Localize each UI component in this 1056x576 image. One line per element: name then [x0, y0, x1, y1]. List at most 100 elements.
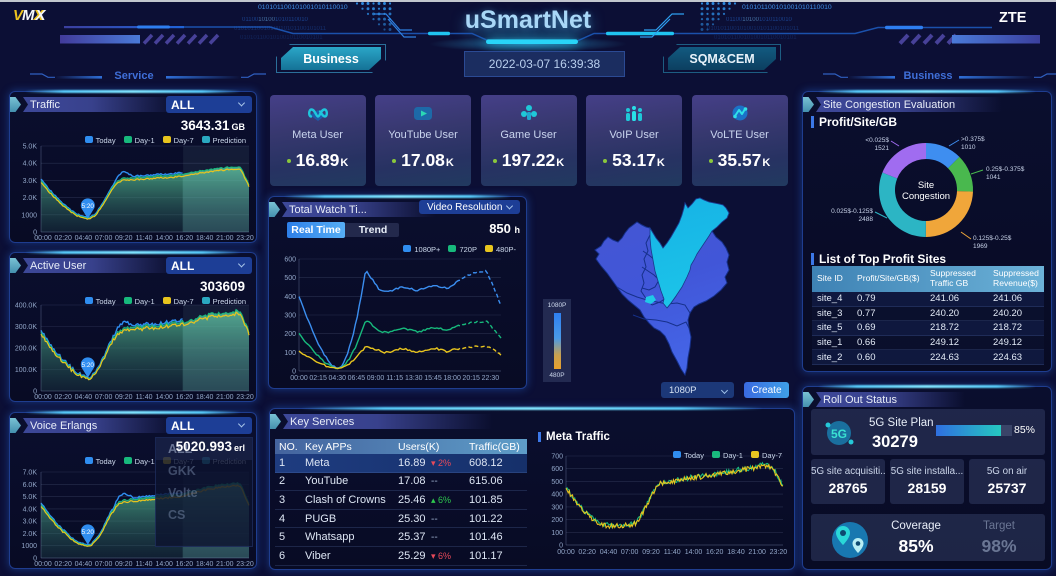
svg-text:200: 200: [284, 331, 296, 338]
svg-text:23:20: 23:20: [770, 549, 788, 556]
svg-text:01100101001010110010: 01100101001010110010: [726, 17, 793, 23]
svg-text:02:20: 02:20: [578, 549, 596, 556]
svg-text:07:00: 07:00: [621, 549, 639, 556]
svg-text:600: 600: [284, 257, 296, 264]
svg-text:010101100101001010110010: 010101100101001010110010: [258, 4, 348, 11]
svg-text:14:00: 14:00: [155, 235, 173, 242]
svg-text:11:40: 11:40: [136, 394, 153, 401]
svg-text:09:20: 09:20: [115, 561, 133, 568]
svg-text:5:20: 5:20: [82, 362, 95, 369]
svg-text:20:15: 20:15: [462, 375, 480, 382]
svg-text:5:20: 5:20: [82, 203, 95, 210]
svg-text:Site: Site: [918, 180, 934, 191]
svg-text:07:00: 07:00: [95, 235, 113, 242]
svg-text:100: 100: [551, 530, 563, 537]
svg-text:2488: 2488: [859, 216, 874, 223]
svg-text:04:40: 04:40: [75, 394, 93, 401]
svg-text:04:40: 04:40: [75, 235, 93, 242]
svg-text:15:45: 15:45: [424, 375, 442, 382]
svg-text:14:00: 14:00: [685, 549, 703, 556]
svg-text:21:00: 21:00: [748, 549, 766, 556]
svg-text:0101011001010010110010101: 0101011001010010110010101: [714, 35, 797, 41]
svg-text:11:40: 11:40: [136, 235, 153, 242]
svg-text:300.0K: 300.0K: [15, 324, 38, 331]
svg-text:5.0K: 5.0K: [23, 144, 38, 151]
svg-text:1041: 1041: [986, 174, 1001, 181]
svg-text:300: 300: [551, 504, 563, 511]
svg-text:00:00: 00:00: [290, 375, 308, 382]
svg-text:200.0K: 200.0K: [15, 346, 38, 353]
svg-text:1000: 1000: [21, 212, 37, 219]
svg-text:22:30: 22:30: [482, 375, 500, 382]
svg-text:18:40: 18:40: [196, 561, 214, 568]
svg-text:02:20: 02:20: [54, 561, 72, 568]
svg-text:07:00: 07:00: [95, 394, 113, 401]
svg-text:04:40: 04:40: [600, 549, 618, 556]
svg-text:400.0K: 400.0K: [15, 303, 38, 310]
svg-text:06:45: 06:45: [348, 375, 366, 382]
svg-text:300: 300: [284, 313, 296, 320]
svg-text:16:20: 16:20: [176, 561, 194, 568]
svg-text:21:00: 21:00: [216, 235, 234, 242]
svg-text:400: 400: [284, 294, 296, 301]
svg-text:0: 0: [292, 369, 296, 376]
svg-text:01100101001010110010: 01100101001010110010: [242, 17, 309, 23]
svg-text:0.125$-0.25$: 0.125$-0.25$: [973, 235, 1012, 242]
svg-text:500: 500: [284, 275, 296, 282]
svg-text:00:00: 00:00: [34, 561, 52, 568]
svg-text:02:15: 02:15: [309, 375, 327, 382]
svg-text:0: 0: [33, 389, 37, 396]
svg-text:4.0K: 4.0K: [23, 506, 38, 513]
svg-text:07:00: 07:00: [95, 561, 113, 568]
svg-text:11:40: 11:40: [664, 549, 681, 556]
svg-text:16:20: 16:20: [176, 394, 194, 401]
svg-text:600: 600: [551, 466, 563, 473]
svg-text:5.0K: 5.0K: [23, 494, 38, 501]
svg-text:0101011001010010110010101: 0101011001010010110010101: [240, 35, 323, 41]
svg-text:200: 200: [551, 517, 563, 524]
svg-text:0: 0: [559, 543, 563, 550]
svg-text:<0.025$: <0.025$: [865, 137, 889, 144]
svg-text:11:40: 11:40: [136, 561, 153, 568]
svg-text:010101100101001010110010: 010101100101001010110010: [742, 4, 832, 11]
svg-text:04:40: 04:40: [75, 561, 93, 568]
svg-text:09:20: 09:20: [115, 235, 133, 242]
svg-text:1969: 1969: [973, 243, 988, 250]
svg-text:14:00: 14:00: [155, 561, 173, 568]
svg-text:700: 700: [551, 454, 563, 461]
svg-text:0: 0: [33, 556, 37, 563]
svg-text:13:30: 13:30: [405, 375, 423, 382]
svg-text:16:20: 16:20: [706, 549, 724, 556]
svg-text:09:20: 09:20: [642, 549, 660, 556]
svg-text:1000: 1000: [21, 543, 37, 550]
svg-text:18:40: 18:40: [196, 235, 214, 242]
svg-text:16:20: 16:20: [176, 235, 194, 242]
svg-text:0101011001010010101100101011: 0101011001010010101100101011: [234, 26, 327, 32]
svg-text:18:40: 18:40: [727, 549, 745, 556]
svg-text:0.025$-0.125$: 0.025$-0.125$: [831, 208, 873, 215]
svg-text:500: 500: [551, 479, 563, 486]
svg-text:14:00: 14:00: [155, 394, 173, 401]
svg-text:2.0K: 2.0K: [23, 531, 38, 538]
svg-text:>0.375$: >0.375$: [961, 136, 985, 143]
svg-text:00:00: 00:00: [34, 235, 52, 242]
svg-text:02:20: 02:20: [54, 394, 72, 401]
svg-text:04:30: 04:30: [329, 375, 347, 382]
svg-text:0: 0: [33, 230, 37, 237]
svg-text:100: 100: [284, 350, 296, 357]
svg-text:09:20: 09:20: [115, 394, 133, 401]
svg-text:2.0K: 2.0K: [23, 195, 38, 202]
svg-text:0101011001010010101100101011: 0101011001010010101100101011: [707, 26, 800, 32]
svg-text:7.0K: 7.0K: [23, 470, 38, 477]
svg-text:5:20: 5:20: [82, 529, 95, 536]
svg-text:00:00: 00:00: [34, 394, 52, 401]
svg-text:02:20: 02:20: [54, 235, 72, 242]
svg-text:Congestion: Congestion: [902, 191, 950, 202]
svg-text:100.0K: 100.0K: [15, 367, 38, 374]
svg-text:23:20: 23:20: [236, 561, 254, 568]
svg-text:400: 400: [551, 492, 563, 499]
svg-text:18:00: 18:00: [443, 375, 461, 382]
svg-text:21:00: 21:00: [216, 394, 234, 401]
svg-text:3.0K: 3.0K: [23, 178, 38, 185]
svg-text:0.25$-0.375$: 0.25$-0.375$: [986, 166, 1025, 173]
